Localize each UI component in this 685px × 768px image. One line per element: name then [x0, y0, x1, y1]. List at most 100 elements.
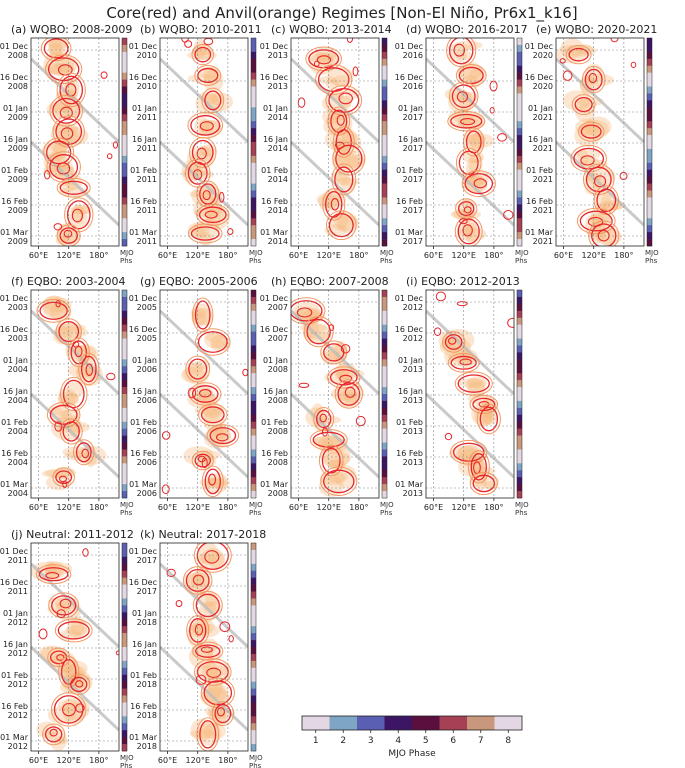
anvil-shade	[200, 548, 225, 571]
mjo-phase-cell	[382, 38, 387, 46]
core-contour	[596, 188, 617, 213]
anvil-contour	[593, 185, 620, 215]
mjo-phase-cell	[251, 421, 256, 429]
y-tick-label: 16 Dec 2020	[525, 73, 553, 91]
core-contour-small	[112, 141, 119, 149]
y-tick-label-line: 16 Dec	[129, 578, 157, 587]
colorbar-swatch	[439, 716, 468, 730]
mjo-phase-cell	[517, 484, 522, 492]
mjo-phase-cell	[251, 681, 256, 689]
mjo-phase-cell	[517, 345, 522, 353]
anvil-contour	[331, 163, 357, 196]
x-tick-label: 180°	[484, 251, 503, 260]
y-tick-label: 01 Mar 2013	[395, 480, 424, 498]
y-tick-label-line: 01 Jan	[398, 104, 423, 113]
anvil-shade	[459, 449, 487, 463]
core-contour-inner	[344, 386, 356, 398]
mjo-phase-cell	[251, 660, 256, 669]
mjo-phase-cell	[122, 619, 127, 627]
x-tick-label: 120°E	[452, 503, 476, 512]
core-contour	[444, 334, 463, 350]
anvil-contour	[334, 379, 364, 409]
mjo-phase-cell	[382, 310, 387, 319]
panel-frame	[159, 289, 249, 499]
anvil-shade	[203, 408, 225, 433]
y-tick-label-line: 2013	[268, 82, 288, 91]
core-contour	[464, 173, 494, 195]
mjo-phase-cell	[647, 51, 652, 60]
core-contour-inner	[593, 175, 607, 188]
mjo-phase-cell	[382, 86, 387, 94]
mjo-strip-label: MJO	[645, 249, 659, 257]
anvil-contour	[206, 424, 240, 447]
anvil-contour	[315, 64, 353, 95]
y-tick-label: 16 Dec 2012	[395, 325, 423, 343]
core-contour	[291, 300, 323, 322]
anvil-contour	[73, 439, 95, 466]
mjo-phase-cell	[251, 366, 256, 374]
mjo-phase-cell	[122, 324, 127, 332]
mjo-phase-cell	[122, 428, 127, 436]
mjo-phase-cell	[517, 352, 522, 360]
anvil-contour	[182, 566, 213, 595]
core-contour	[329, 369, 358, 386]
y-tick-label: 16 Jan 2011	[132, 135, 157, 153]
y-tick-label-line: 16 Feb	[396, 197, 423, 206]
mjo-strip-label: Phs	[380, 257, 393, 265]
anvil-shade	[190, 718, 213, 742]
mjo-phase-cell	[251, 428, 256, 436]
panel-title: (b) WQBO: 2010-2011	[140, 23, 262, 36]
y-tick-label-line: 2006	[137, 489, 157, 498]
mjo-strip-label: Phs	[120, 509, 133, 517]
y-tick-label: 01 Dec 2003	[0, 294, 28, 312]
panel-plot-area	[426, 291, 514, 496]
core-contour-small	[507, 317, 514, 328]
core-contour	[470, 453, 487, 481]
mjo-phase-cell	[382, 449, 387, 457]
core-contour	[59, 75, 84, 105]
mjo-phase-cell	[122, 380, 127, 388]
y-tick-label-line: 16 Jan	[132, 387, 157, 396]
y-tick-label: 01 Feb 2006	[130, 418, 157, 436]
mjo-phase-cell	[251, 653, 256, 662]
anvil-shade	[200, 684, 227, 703]
mjo-phase-cell	[251, 591, 256, 599]
y-tick-label-line: 2008	[268, 427, 288, 436]
anvil-shade	[189, 729, 217, 739]
y-tick-label-line: 2018	[137, 618, 157, 627]
mjo-phase-cell	[122, 148, 127, 157]
core-contour-inner	[196, 147, 207, 160]
mjo-phase-cell	[251, 463, 256, 471]
y-tick-label-line: 01 Feb	[526, 166, 553, 175]
mjo-phase-cell	[517, 303, 522, 312]
mjo-phase-cell	[251, 640, 256, 648]
core-contour-inner	[463, 206, 472, 214]
mjo-phase-cell	[122, 169, 127, 177]
mjo-phase-cell	[382, 79, 387, 87]
core-contour-small	[43, 170, 51, 180]
anvil-contour	[447, 352, 480, 373]
mjo-phase-cell	[517, 290, 522, 298]
core-contour-inner	[296, 307, 313, 318]
mjo-phase-cell	[251, 394, 256, 402]
core-contour-small	[352, 66, 359, 77]
panel-plot-area	[31, 548, 119, 751]
mjo-phase-cell	[122, 303, 127, 312]
y-tick-label-line: 01 Dec	[129, 294, 157, 303]
mjo-phase-cell	[517, 232, 522, 240]
mjo-phase-cell	[647, 93, 652, 101]
y-tick-label-line: 16 Dec	[129, 73, 157, 82]
y-tick-label-line: 2008	[8, 51, 28, 60]
mjo-phase-cell	[517, 359, 522, 367]
mjo-phase-cell	[382, 435, 387, 443]
y-tick-label-line: 01 Dec	[0, 294, 28, 303]
anvil-contour	[441, 331, 466, 353]
mjo-phase-cell	[517, 121, 522, 129]
panel-plot-area	[291, 297, 379, 497]
y-tick-label-line: 01 Dec	[395, 294, 423, 303]
core-contour-small	[242, 368, 248, 377]
x-tick-label: 180°	[349, 251, 368, 260]
mjo-phase-cell	[517, 414, 522, 423]
